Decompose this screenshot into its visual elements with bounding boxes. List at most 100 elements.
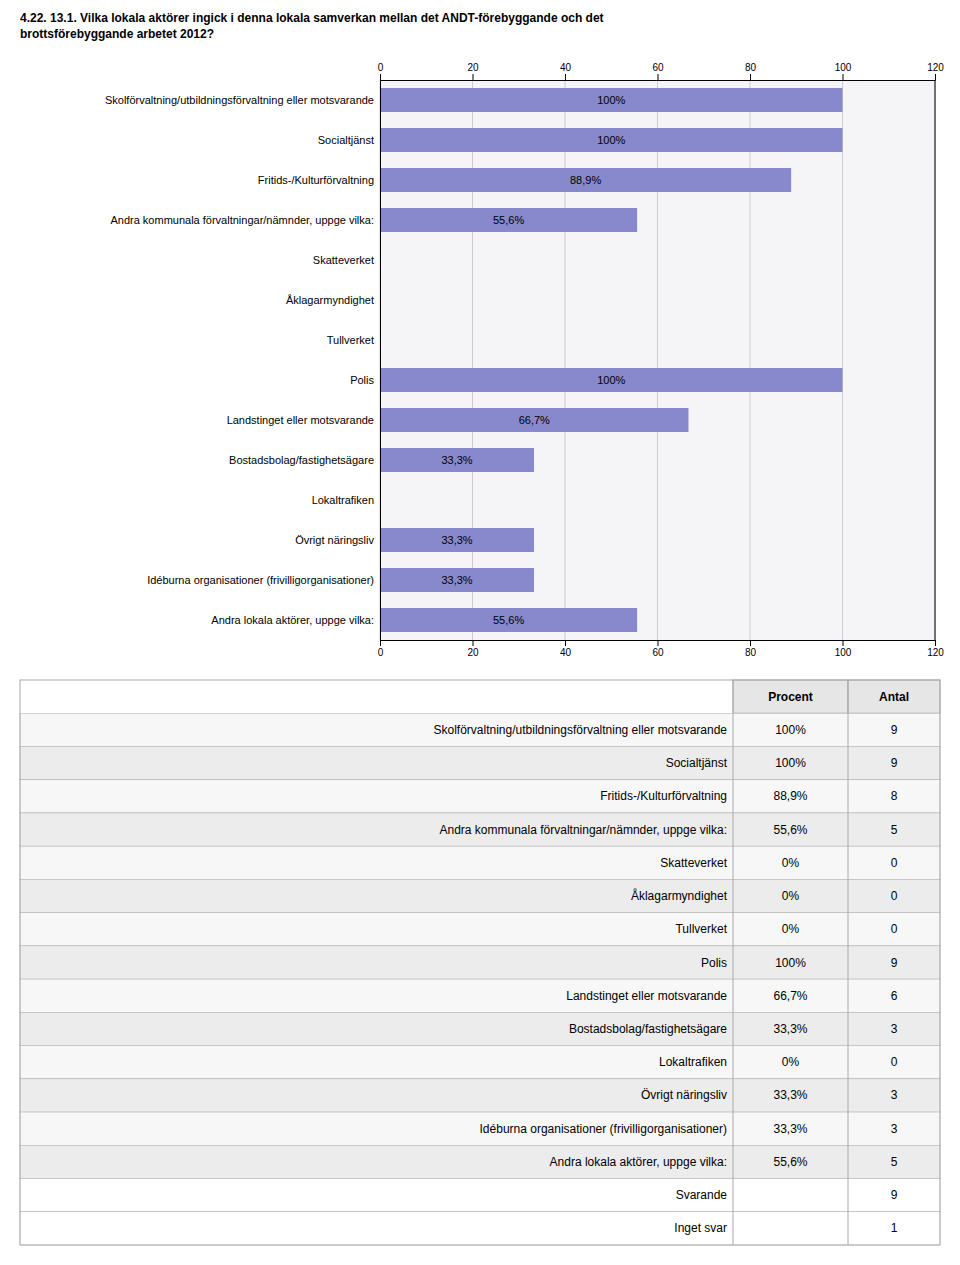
tick-label: 100	[835, 647, 852, 658]
row-background	[20, 1046, 940, 1079]
axis-line	[381, 74, 936, 81]
tick-mark	[750, 74, 751, 80]
table: ProcentAntalSkolförvaltning/utbildningsf…	[20, 680, 940, 1245]
bar	[380, 448, 534, 472]
table-row: Tullverket0%0	[20, 913, 940, 946]
footer-label: Svarande	[676, 1188, 728, 1202]
row-background	[20, 1012, 940, 1045]
tick-label: Tullverket	[327, 334, 374, 346]
tick: Andra kommunala förvaltningar/nämnder, u…	[110, 214, 380, 226]
percent-cell: 0%	[782, 922, 800, 936]
percent-cell: 33,3%	[773, 1088, 807, 1102]
title: 4.22. 13.1. Vilka lokala aktörer ingick …	[20, 11, 604, 41]
row-label: Polis	[701, 956, 727, 970]
row-background	[20, 1212, 940, 1245]
count-cell: 3	[891, 1088, 898, 1102]
table-row: Övrigt näringsliv 33,3% 3	[20, 1079, 940, 1112]
row-label: Landstinget eller motsvarande	[566, 989, 727, 1003]
table-row: Socialtjänst100%9	[20, 746, 940, 779]
tick-mark	[380, 640, 381, 646]
row-background	[20, 846, 940, 879]
tick-mark	[473, 640, 474, 646]
row-background	[20, 1145, 940, 1178]
table-row: Åklagarmyndighet0%0	[20, 879, 940, 912]
table-row: Lokaltrafiken0%0	[20, 1046, 940, 1079]
count-cell: 0	[891, 1055, 898, 1069]
row-background	[20, 780, 940, 813]
percent-cell: 66,7%	[773, 989, 807, 1003]
tick-label: 20	[467, 62, 479, 73]
data-labels: 100%100%88,9%55,6%100%66,7%33,3%33,3%33,…	[441, 94, 625, 626]
percent-cell: 33,3%	[773, 1022, 807, 1036]
tick-label: Polis	[350, 374, 374, 386]
bar-chart: 100%100%88,9%55,6%100%66,7%33,3%33,3%33,…	[105, 62, 944, 658]
row-background	[20, 979, 940, 1012]
header-cell	[733, 680, 848, 713]
tick: Lokaltrafiken	[312, 494, 380, 506]
table-header: ProcentAntal	[733, 680, 940, 713]
percent-cell: 100%	[775, 956, 806, 970]
tick: 100	[835, 62, 852, 80]
data-label: 55,6%	[493, 614, 524, 626]
tick-label: Övrigt näringsliv	[295, 534, 374, 546]
tick: 60	[652, 62, 664, 80]
tick: 20	[467, 62, 479, 80]
column-header: Antal	[879, 690, 909, 704]
row-label: Andra lokala aktörer, uppge vilka:	[550, 1155, 727, 1169]
chart-svg: 4.22. 13.1. Vilka lokala aktörer ingick …	[0, 0, 960, 1265]
count-cell: 8	[891, 789, 898, 803]
tick: Övrigt näringsliv	[295, 534, 380, 546]
axis-line	[381, 641, 936, 647]
bar	[380, 408, 688, 432]
row-label: Övrigt näringsliv	[641, 1088, 727, 1102]
table-row: Skolförvaltning/utbildningsförvaltning e…	[20, 713, 940, 746]
table-footer-row: Svarande9	[20, 1179, 940, 1212]
tick-label: 60	[652, 62, 664, 73]
tick: 0	[378, 640, 384, 658]
tick: Idéburna organisationer (frivilligorgani…	[147, 574, 380, 586]
percent-cell: 55,6%	[773, 1155, 807, 1169]
tick-label: 100	[835, 62, 852, 73]
count-cell: 9	[891, 956, 898, 970]
tick: 100	[835, 640, 852, 658]
count-cell: 0	[891, 922, 898, 936]
data-label: 100%	[597, 374, 625, 386]
tick-label: Bostadsbolag/fastighetsägare	[229, 454, 374, 466]
row-background	[20, 713, 940, 746]
row-label: Idéburna organisationer (frivilligorgani…	[480, 1122, 727, 1136]
tick-mark	[565, 640, 566, 646]
tick-label: 60	[652, 647, 664, 658]
data-label: 100%	[597, 94, 625, 106]
row-background	[20, 813, 940, 846]
tick: 120	[927, 640, 944, 658]
axis-line	[380, 81, 381, 641]
bar	[380, 88, 843, 112]
row-background	[20, 913, 940, 946]
tick-mark	[843, 640, 844, 646]
data-label: 33,3%	[441, 534, 472, 546]
tick-mark	[843, 74, 844, 80]
grid-line	[380, 80, 381, 640]
plot-area	[380, 80, 935, 640]
tick-label: Skatteverket	[313, 254, 374, 266]
row-label: Socialtjänst	[666, 756, 728, 770]
tick: 120	[927, 62, 944, 80]
tick-mark	[565, 74, 566, 80]
y-axis: Skolförvaltning/utbildningsförvaltning e…	[105, 81, 381, 641]
grid-line	[657, 80, 658, 640]
grid-line	[565, 80, 566, 640]
table-row: Andra kommunala förvaltningar/nämnder, u…	[20, 813, 940, 846]
tick: Skatteverket	[313, 254, 380, 266]
tick: 40	[560, 640, 572, 658]
row-background	[20, 1179, 940, 1212]
bars	[380, 88, 843, 632]
count-cell: 0	[891, 889, 898, 903]
bar	[380, 608, 637, 632]
row-background	[20, 746, 940, 779]
row-label: Fritids-/Kulturförvaltning	[600, 789, 727, 803]
tick: Bostadsbolag/fastighetsägare	[229, 454, 380, 466]
grid	[380, 80, 935, 640]
table-row: Skatteverket0%0	[20, 846, 940, 879]
tick: 80	[745, 640, 757, 658]
tick-label: 120	[927, 647, 944, 658]
